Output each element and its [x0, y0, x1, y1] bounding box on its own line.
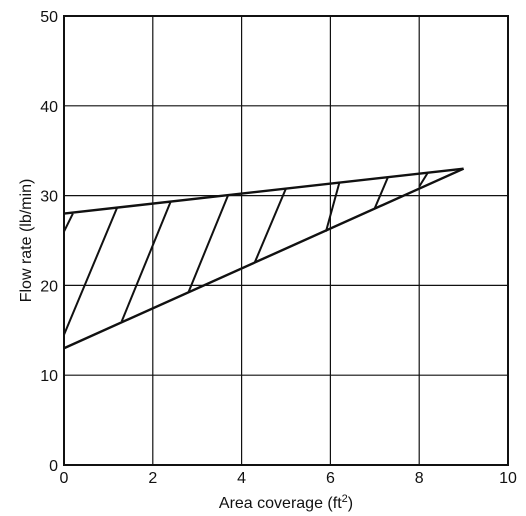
x-tick-label: 10	[499, 470, 517, 487]
x-tick-label: 6	[326, 470, 335, 487]
x-axis-label-close: )	[348, 495, 353, 512]
y-tick-label: 20	[40, 278, 58, 295]
plot-frame	[64, 16, 508, 465]
y-axis-label: Flow rate (lb/min)	[18, 179, 35, 303]
upper-boundary-line	[64, 169, 464, 214]
hatch-line	[64, 207, 117, 335]
y-tick-label: 30	[40, 189, 58, 206]
hatch-line	[64, 214, 73, 232]
y-tick-label: 50	[40, 9, 58, 26]
y-tick-label: 40	[40, 99, 58, 116]
x-tick-label: 4	[237, 470, 246, 487]
x-tick-label: 0	[60, 470, 69, 487]
x-tick-label: 8	[415, 470, 424, 487]
x-axis-label: Area coverage (ft2)	[219, 493, 353, 512]
grid-lines	[64, 16, 508, 465]
x-tick-label: 2	[148, 470, 157, 487]
x-tick-labels: 0 2 4 6 8 10	[60, 470, 517, 487]
y-tick-label: 10	[40, 368, 58, 385]
y-tick-labels: 0 10 20 30 40 50	[40, 9, 58, 475]
x-axis-label-main: Area coverage (ft	[219, 495, 342, 512]
y-tick-label: 0	[49, 458, 58, 475]
